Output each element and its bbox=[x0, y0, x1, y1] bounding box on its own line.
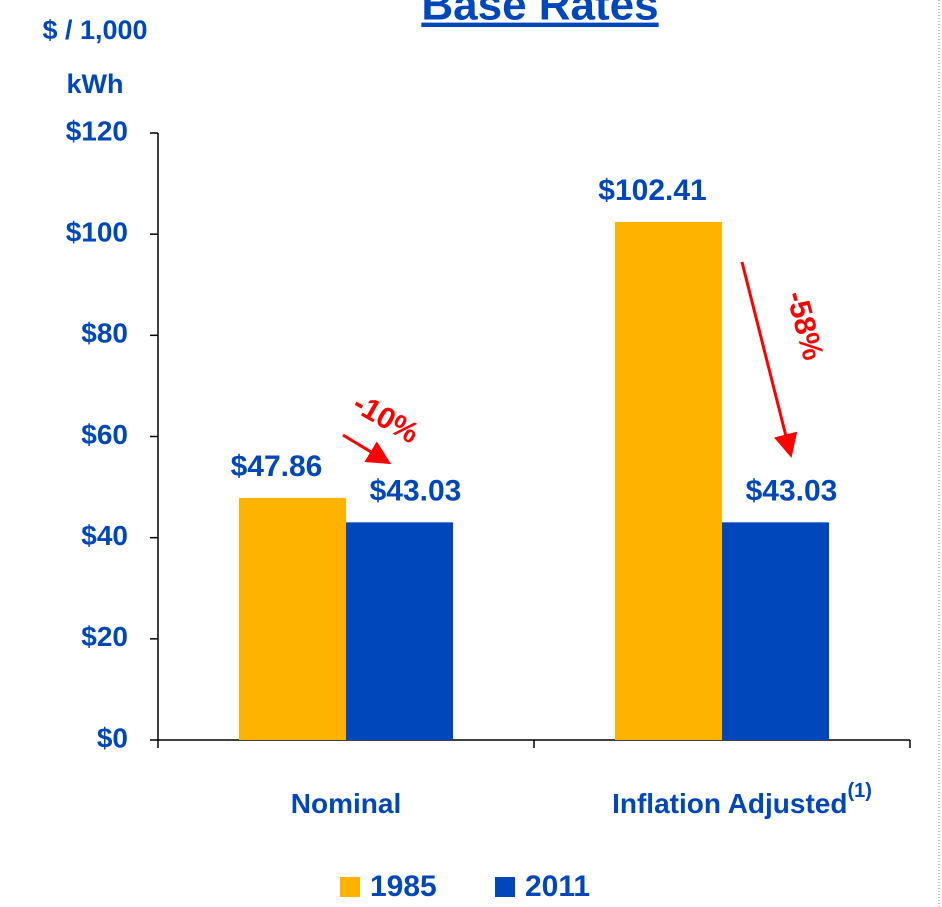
value-label: $102.41 bbox=[598, 174, 706, 207]
bar bbox=[239, 497, 346, 740]
chart-title: Base Rates bbox=[421, 0, 658, 30]
value-label: $43.03 bbox=[370, 474, 462, 507]
x-tick-label: Inflation Adjusted(1) bbox=[612, 780, 872, 819]
annotation-arrow bbox=[342, 433, 392, 465]
y-tick-label: $100 bbox=[66, 217, 128, 248]
legend-swatch bbox=[340, 877, 360, 897]
footnote-mark: (1) bbox=[847, 780, 871, 802]
bar bbox=[615, 221, 722, 741]
y-axis-label: kWh bbox=[67, 69, 124, 99]
y-tick-label: $80 bbox=[81, 318, 128, 349]
y-tick-label: $120 bbox=[66, 115, 128, 146]
y-tick-label: $20 bbox=[81, 621, 128, 652]
y-axis-label: $ / 1,000 bbox=[42, 15, 147, 45]
legend-label: 1985 bbox=[370, 870, 437, 903]
x-tick-label: Nominal bbox=[291, 788, 401, 819]
value-label: $43.03 bbox=[746, 474, 838, 507]
y-tick-label: $60 bbox=[81, 419, 128, 450]
annotation-arrow bbox=[740, 261, 798, 458]
bar bbox=[346, 522, 453, 740]
bar bbox=[722, 522, 829, 740]
legend-swatch bbox=[495, 877, 515, 897]
legend-label: 2011 bbox=[525, 870, 590, 903]
y-tick-label: $40 bbox=[81, 520, 128, 551]
y-tick-label: $0 bbox=[97, 722, 128, 753]
annotation: -10% bbox=[347, 387, 424, 451]
x-tick-label: Inflation Adjusted bbox=[612, 788, 847, 819]
annotation: -58% bbox=[780, 287, 830, 363]
x-tick-label: Nominal bbox=[291, 788, 401, 819]
value-label: $47.86 bbox=[231, 450, 323, 483]
